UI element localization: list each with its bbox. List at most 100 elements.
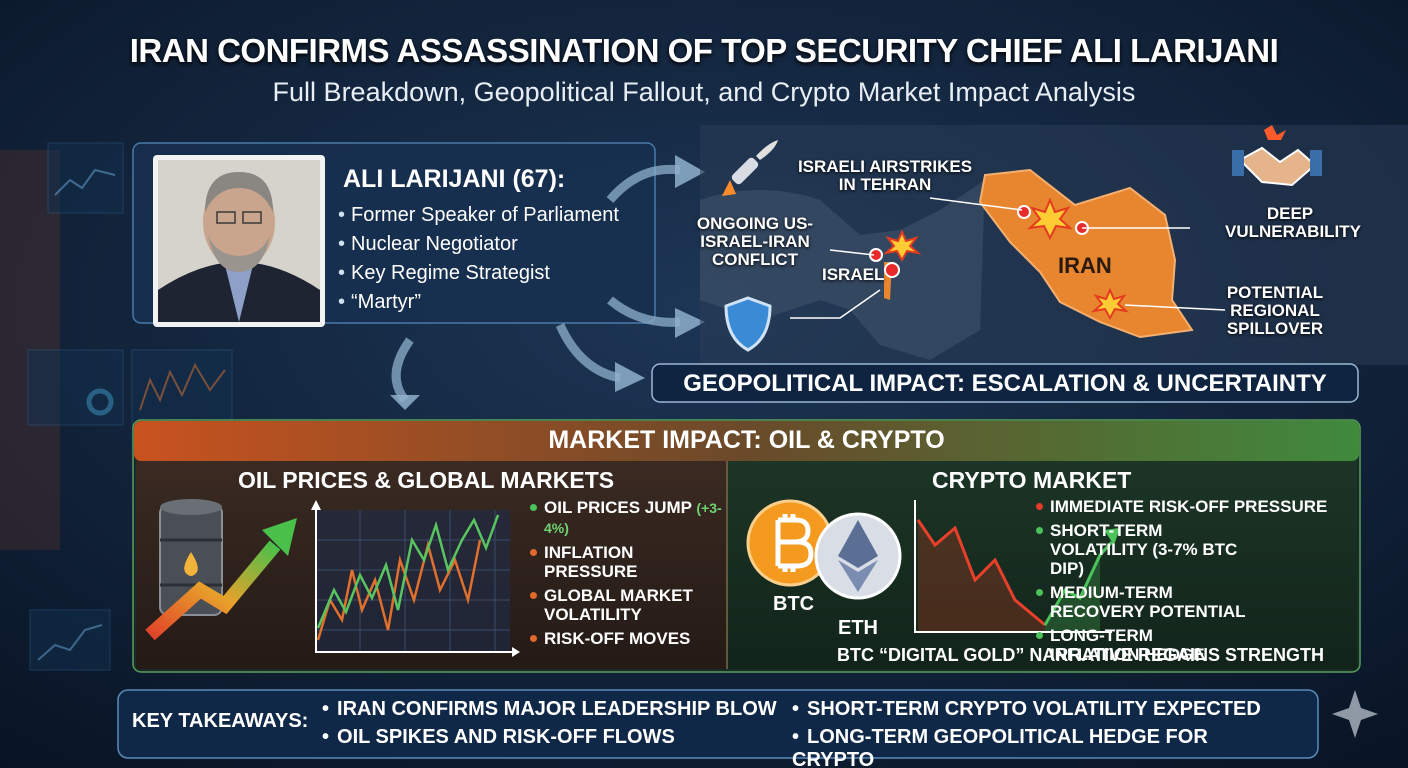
decor [1310,150,1322,176]
decor [555,323,622,383]
crypto-chart [914,500,1120,633]
point-note: (+3-4%) [544,500,722,536]
takeaways-label: KEY TAKEAWAYS: [132,710,309,732]
decor [316,514,500,629]
decor [203,176,275,268]
decor [838,560,878,592]
takeaway: LONG-TERM GEOPOLITICAL HEDGE FOR CRYPTO [792,726,1292,768]
decor [242,211,262,224]
decor [205,172,273,212]
decor [1264,125,1286,140]
decor [722,180,736,196]
decor [1232,150,1244,176]
point-text: OIL PRICES JUMP [544,498,692,517]
decor [1238,146,1317,187]
crypto-title: CRYPTO MARKET [932,467,1132,493]
decor [47,142,124,214]
decor [1104,528,1120,545]
crypto-narrative: BTC “DIGITAL GOLD” NARRATIVE REGAINS STR… [837,645,1325,665]
decor [790,197,1226,319]
side-decor [27,142,233,671]
geo-banner-text: GEOPOLITICAL IMPACT: ESCALATION & UNCERT… [683,370,1327,397]
role: Key Regime Strategist [338,259,619,288]
decor [208,235,270,272]
oil-points: OIL PRICES JUMP (+3-4%) INFLATION PRESSU… [528,498,728,653]
decor [1090,287,1130,321]
decor [390,395,420,410]
decor [1017,205,1031,219]
shield-icon [724,296,772,352]
decor [790,289,881,319]
role: “Martyr” [338,288,619,317]
map-label: POTENTIAL REGIONAL SPILLOVER [1226,283,1324,338]
decor [882,197,1130,321]
decor [1043,540,1114,626]
profile-roles: Former Speaker of Parliament Nuclear Neg… [338,201,619,317]
decor [29,609,111,671]
iran-shape [978,168,1194,339]
map-label: IRAN [1058,253,1112,278]
rocket-icon [722,140,778,196]
crypto-point: LONG-TERM INFLATION HEDGE [1034,626,1230,664]
crypto-point: MEDIUM-TERM RECOVERY POTENTIAL [1034,583,1260,621]
geo-banner [651,363,1359,403]
decor [131,349,233,426]
oil-chart [311,500,520,657]
crypto-point: SHORT-TERM VOLATILITY (3-7% BTC DIP) [1034,521,1260,578]
decor [139,362,226,411]
decor [1124,304,1226,311]
crypto-point: IMMEDIATE RISK-OFF PRESSURE [1034,497,1359,516]
decor [882,229,922,263]
decor [216,211,236,224]
decor [756,140,778,160]
decor [54,168,116,196]
decor [675,308,705,338]
decor [916,519,1046,627]
handshake-icon [1232,125,1322,187]
decor [315,505,515,653]
decor [914,500,1112,633]
decor [615,362,645,392]
decor [838,520,878,568]
coin-label: ETH [838,617,878,639]
crypto-points: IMMEDIATE RISK-OFF PRESSURE SHORT-TERM V… [1034,497,1359,669]
oil-title: OIL PRICES & GLOBAL MARKETS [238,467,615,493]
decor [86,388,114,416]
decor [184,552,198,576]
decor [929,197,1023,211]
decor [884,262,900,278]
map-label: ISRAELI AIRSTRIKES IN TEHRAN [797,157,973,194]
decor [918,520,1045,632]
rise-arrow [145,540,281,641]
decor [1045,555,1100,632]
decor [869,205,1089,278]
market-header [134,421,1359,461]
takeaway: IRAN CONFIRMS MAJOR LEADERSHIP BLOW [322,698,792,721]
decor [731,157,759,185]
map [700,125,1408,365]
decor [37,624,103,661]
decor [775,514,814,572]
arrow-heads [390,155,705,410]
role: Nuclear Negotiator [338,230,619,259]
rise-arrow-head [262,518,297,556]
subtitle: Full Breakdown, Geopolitical Fallout, an… [272,77,1136,107]
decor [675,155,705,188]
takeaways-list: IRAN CONFIRMS MAJOR LEADERSHIP BLOW SHOR… [322,698,1312,768]
decor [225,265,253,322]
role: Former Speaker of Parliament [338,201,619,230]
map-label: ISRAEL [822,265,885,284]
title: IRAN CONFIRMS ASSASSINATION OF TOP SECUR… [129,32,1279,69]
decor [311,500,321,510]
sparkle [1332,690,1378,738]
oil-point: GLOBAL MARKET VOLATILITY [528,586,728,624]
map-label: DEEP VULNERABILITY [1225,204,1361,241]
market-title: MARKET IMPACT: OIL & CRYPTO [548,426,945,454]
decor [27,349,124,426]
map-label: ONGOING US-ISRAEL-IRAN CONFLICT [696,214,814,269]
takeaway: OIL SPIKES AND RISK-OFF FLOWS [322,726,792,768]
eth-icon [814,512,902,600]
profile-name: ALI LARIJANI (67): [343,165,566,193]
